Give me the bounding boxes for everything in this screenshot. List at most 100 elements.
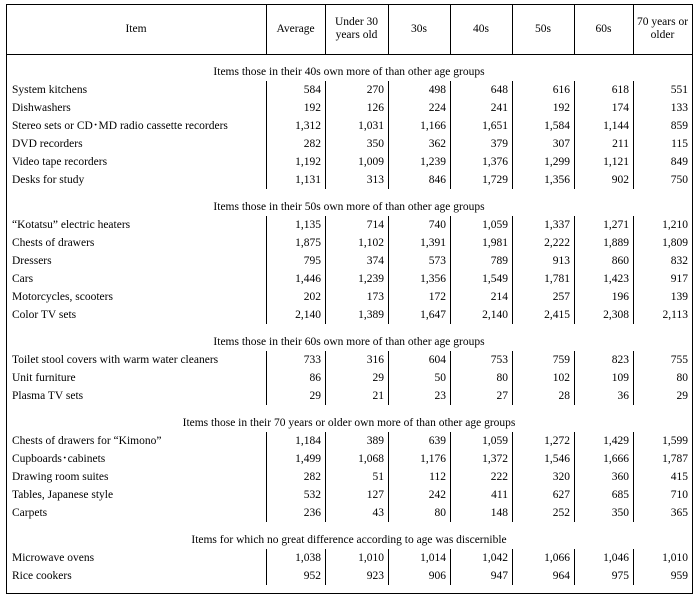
value-cell: 1,131 (295, 173, 321, 186)
value-cell: 1,356 (544, 173, 570, 186)
rule (325, 432, 326, 522)
rule (450, 216, 451, 324)
value-cell: 282 (303, 137, 321, 150)
value-cell: 27 (496, 389, 509, 402)
value-cell: 102 (552, 371, 570, 384)
value-cell: 1,102 (358, 236, 384, 249)
value-cell: 362 (428, 137, 446, 150)
value-cell: 849 (670, 155, 688, 168)
value-cell: 1,166 (420, 119, 446, 132)
item-cell: Microwave ovens (12, 551, 95, 564)
value-cell: 1,239 (358, 272, 384, 285)
value-cell: 224 (428, 101, 446, 114)
rule (512, 432, 513, 522)
value-cell: 80 (676, 371, 689, 384)
value-cell: 29 (372, 371, 385, 384)
value-cell: 952 (303, 569, 321, 582)
value-cell: 1,144 (603, 119, 629, 132)
value-cell: 789 (490, 254, 508, 267)
value-cell: 2,140 (295, 308, 321, 321)
rule (266, 216, 267, 324)
value-cell: 975 (611, 569, 629, 582)
rule (6, 54, 692, 55)
value-cell: 755 (670, 353, 688, 366)
value-cell: 1,176 (420, 452, 446, 465)
value-cell: 710 (670, 488, 688, 501)
value-cell: 1,121 (603, 155, 629, 168)
value-cell: 1,068 (358, 452, 384, 465)
item-cell: Cupboards･cabinets (12, 452, 106, 465)
item-cell: System kitchens (12, 83, 88, 96)
rule (388, 4, 389, 54)
value-cell: 1,389 (358, 308, 384, 321)
value-cell: 823 (611, 353, 629, 366)
value-cell: 316 (366, 353, 384, 366)
value-cell: 832 (670, 254, 688, 267)
value-cell: 2,308 (603, 308, 629, 321)
value-cell: 1,809 (662, 236, 688, 249)
item-cell: Chests of drawers for “Kimono” (12, 434, 162, 447)
value-cell: 1,787 (662, 452, 688, 465)
rule (266, 4, 267, 54)
value-cell: 1,066 (544, 551, 570, 564)
rule (388, 216, 389, 324)
rule (633, 216, 634, 324)
rule (512, 549, 513, 585)
rule (450, 351, 451, 405)
value-cell: 360 (611, 470, 629, 483)
value-cell: 80 (434, 506, 447, 519)
value-cell: 1,651 (482, 119, 508, 132)
value-cell: 196 (611, 290, 629, 303)
rule (450, 4, 451, 54)
value-cell: 214 (490, 290, 508, 303)
item-cell: Video tape recorders (12, 155, 108, 168)
value-cell: 947 (490, 569, 508, 582)
rule (388, 432, 389, 522)
rule (266, 351, 267, 405)
value-cell: 411 (491, 488, 508, 501)
value-cell: 740 (428, 218, 446, 231)
value-cell: 1,299 (544, 155, 570, 168)
value-cell: 859 (670, 119, 688, 132)
value-cell: 86 (309, 371, 322, 384)
value-cell: 616 (552, 83, 570, 96)
rule (388, 81, 389, 189)
value-cell: 1,312 (295, 119, 321, 132)
item-cell: Carpets (12, 506, 48, 519)
rule (388, 549, 389, 585)
rule (574, 351, 575, 405)
value-cell: 172 (428, 290, 446, 303)
header-cell: 50s (535, 22, 551, 35)
rule (6, 4, 7, 593)
value-cell: 1,059 (482, 218, 508, 231)
rule (6, 4, 692, 5)
value-cell: 320 (552, 470, 570, 483)
value-cell: 906 (428, 569, 446, 582)
rule (633, 432, 634, 522)
header-cell: 60s (595, 22, 612, 35)
value-cell: 23 (434, 389, 447, 402)
rule (6, 593, 693, 594)
value-cell: 1,429 (603, 434, 629, 447)
value-cell: 1,135 (295, 218, 321, 231)
value-cell: 573 (428, 254, 446, 267)
item-cell: Dishwashers (12, 101, 71, 114)
section-title: Items those in their 60s own more of tha… (213, 335, 485, 348)
value-cell: 964 (552, 569, 570, 582)
value-cell: 1,031 (358, 119, 384, 132)
value-cell: 627 (552, 488, 570, 501)
value-cell: 618 (611, 83, 629, 96)
rule (325, 351, 326, 405)
rule (512, 4, 513, 54)
value-cell: 109 (611, 371, 629, 384)
value-cell: 1,046 (603, 551, 629, 564)
value-cell: 222 (490, 470, 508, 483)
value-cell: 648 (490, 83, 508, 96)
value-cell: 192 (552, 101, 570, 114)
header-cell: Under 30 years old (334, 16, 379, 41)
value-cell: 639 (428, 434, 446, 447)
item-cell: Dressers (12, 254, 52, 267)
value-cell: 1,010 (662, 551, 688, 564)
value-cell: 1,192 (295, 155, 321, 168)
value-cell: 115 (671, 137, 688, 150)
